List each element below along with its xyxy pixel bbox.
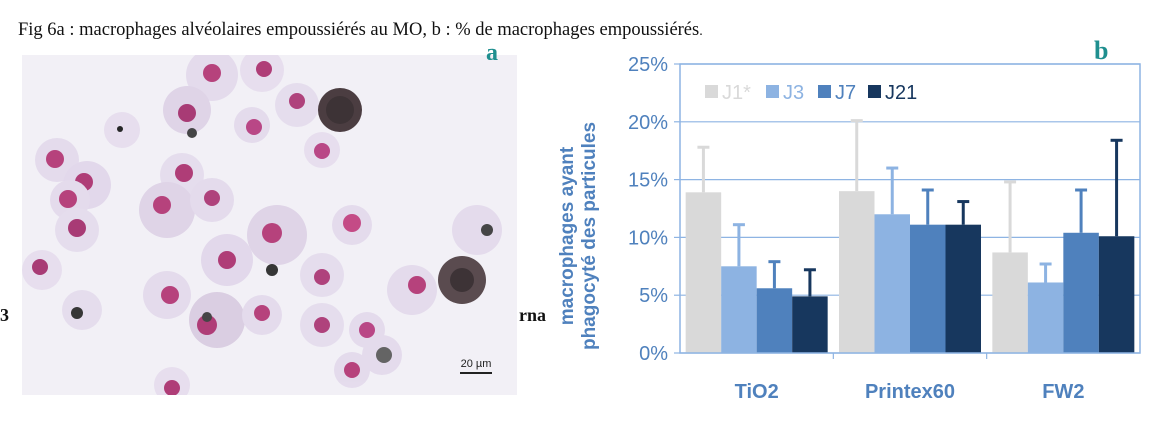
background-text-fragment: 3 rna [0, 305, 553, 335]
bar [839, 191, 875, 353]
background-text-right: rna [517, 305, 546, 326]
bar [1027, 282, 1064, 353]
legend-swatch [766, 85, 779, 98]
bar [685, 192, 722, 353]
scale-bar-label: 20 µm [461, 358, 492, 370]
micrograph-image: 20 µm [22, 55, 517, 395]
bar [874, 214, 910, 353]
chart-svg: macrophages ayant phagocyté des particul… [557, 54, 1141, 403]
y-axis-label-line-2: phagocyté des particules [579, 122, 600, 350]
legend-label: J1* [722, 82, 751, 104]
macrophage-micrograph: 20 µm [22, 55, 517, 395]
plot-area-border [679, 63, 1141, 354]
y-tick-label: 20% [628, 112, 668, 134]
y-tick-label: 10% [628, 227, 668, 249]
legend-swatch [705, 85, 718, 98]
background-text-left: 3 [0, 305, 13, 326]
y-tick-label: 25% [628, 54, 668, 76]
x-tick-label: FW2 [1042, 381, 1084, 403]
bar-chart: macrophages ayant phagocyté des particul… [540, 40, 1145, 425]
y-tick-label: 5% [639, 285, 668, 307]
y-axis-label: macrophages ayant phagocyté des particul… [557, 122, 600, 350]
caption-main: Fig 6a : macrophages alvéolaires empouss… [18, 20, 700, 40]
bar [792, 296, 828, 353]
legend-label: J21 [885, 82, 917, 104]
legend-swatch [868, 85, 881, 98]
legend-label: J7 [835, 82, 856, 104]
bar [721, 266, 757, 353]
y-tick-label: 15% [628, 170, 668, 192]
legend-swatch [818, 85, 831, 98]
bar [1098, 236, 1135, 353]
figure-caption: Fig 6a : macrophages alvéolaires empouss… [18, 20, 703, 41]
panel-b-label: b [1094, 36, 1109, 65]
axes: 0% 5% 10% 15% 20% 25% TiO2 Printex60 FW2 [628, 54, 1141, 403]
bar [945, 224, 981, 353]
panel-a-label: a [486, 40, 498, 66]
caption-tail: . [699, 24, 703, 39]
bars [685, 119, 1135, 353]
x-tick-label: TiO2 [735, 381, 779, 403]
bar [992, 252, 1028, 353]
bar [756, 288, 793, 353]
x-tick-label: Printex60 [865, 381, 955, 403]
legend: J1* J3 J7 J21 [705, 82, 917, 104]
y-axis-label-line-1: macrophages ayant [557, 146, 578, 325]
bar [1063, 232, 1099, 353]
legend-label: J3 [783, 82, 804, 104]
y-tick-label: 0% [639, 343, 668, 365]
bar [910, 224, 946, 353]
